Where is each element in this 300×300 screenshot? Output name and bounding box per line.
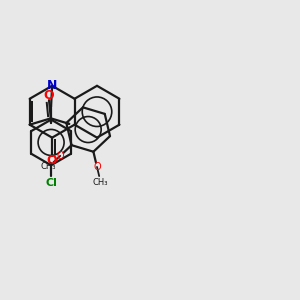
Text: O: O xyxy=(47,154,57,167)
Text: N: N xyxy=(47,79,57,92)
Text: O: O xyxy=(93,162,101,172)
Text: CH₃: CH₃ xyxy=(93,178,108,187)
Text: O: O xyxy=(43,89,54,102)
Text: Cl: Cl xyxy=(45,178,57,188)
Text: O: O xyxy=(56,151,64,161)
Text: CH₃: CH₃ xyxy=(41,162,56,171)
